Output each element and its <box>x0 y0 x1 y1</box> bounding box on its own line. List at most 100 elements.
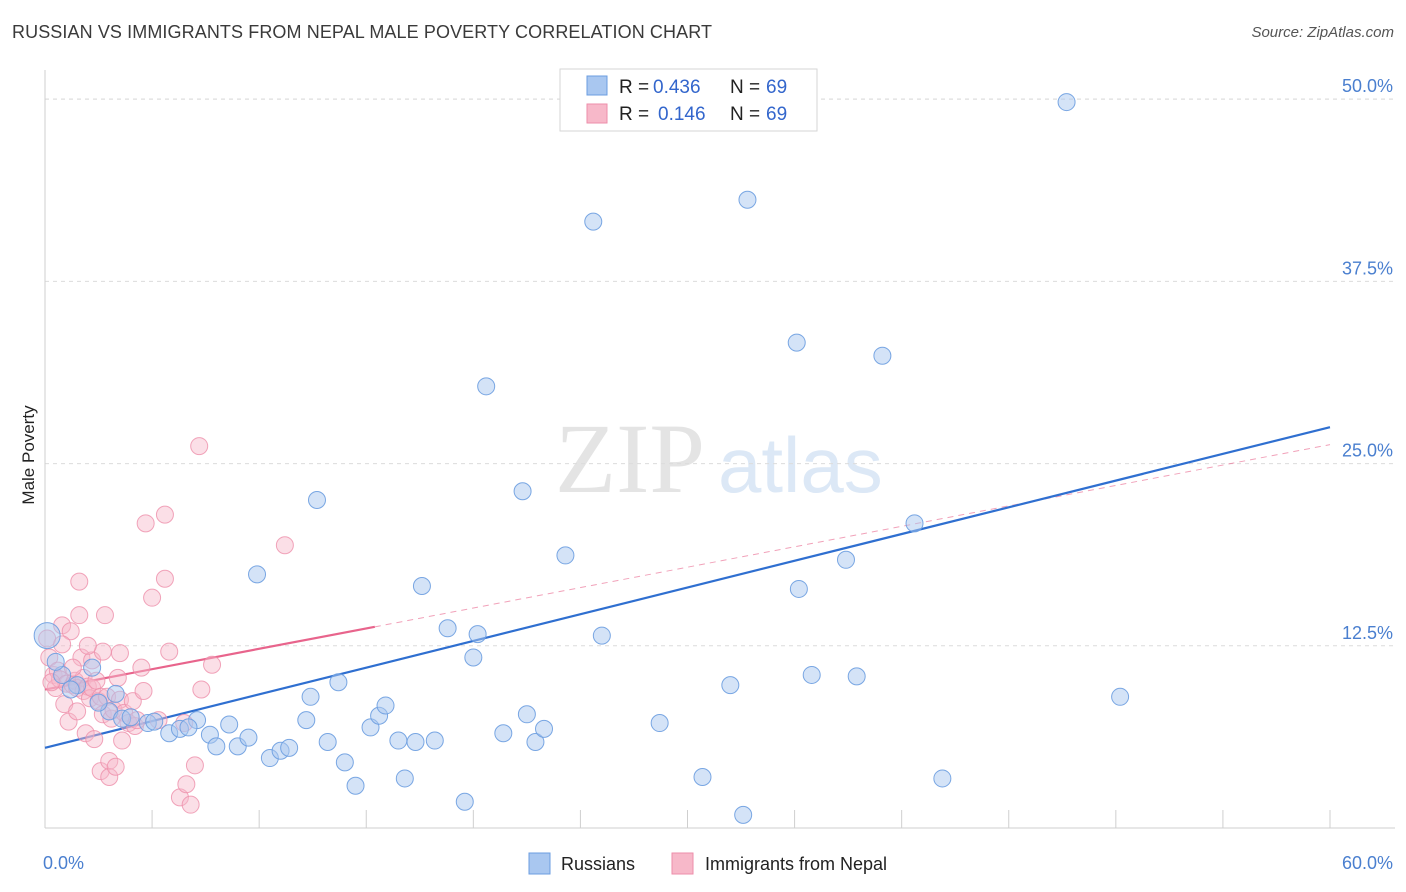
data-point-nepal <box>106 757 125 776</box>
data-point-nepal <box>108 668 127 687</box>
data-point-nepal <box>132 658 151 677</box>
data-point-russians <box>933 769 952 788</box>
data-point-russians <box>425 731 444 750</box>
trend-line-russians <box>44 426 1331 749</box>
data-point-nepal <box>181 795 200 814</box>
data-point-russians <box>412 577 431 596</box>
data-point-russians <box>873 346 892 365</box>
data-point-russians <box>179 718 198 737</box>
y-tick-label: 37.5% <box>1342 258 1393 278</box>
bottom-legend-swatch-nepal <box>671 852 694 875</box>
data-point-nepal <box>136 514 155 533</box>
data-point-nepal <box>160 642 179 661</box>
data-point-russians <box>389 731 408 750</box>
data-point-nepal <box>275 536 294 555</box>
legend-r-value-2: 0.146 <box>658 104 706 125</box>
data-point-russians <box>329 673 348 692</box>
data-point-nepal <box>192 680 211 699</box>
axes: 12.5% 25.0% 37.5% 50.0% <box>44 70 1395 829</box>
data-point-russians <box>145 712 164 731</box>
data-point-russians <box>406 732 425 751</box>
data-point-russians <box>61 680 80 699</box>
data-point-russians <box>721 676 740 695</box>
data-point-russians <box>526 732 545 751</box>
legend-r-label-2: R = <box>619 104 649 125</box>
bottom-legend-label-nepal: Immigrants from Nepal <box>705 854 887 874</box>
data-point-nepal <box>61 622 80 641</box>
data-point-russians <box>83 658 102 677</box>
data-point-nepal <box>190 437 209 456</box>
data-point-russians <box>905 514 924 533</box>
data-point-russians <box>787 333 806 352</box>
legend-r-value-1: 0.436 <box>653 77 701 98</box>
legend-box: R = 0.436 N = 69 R = 0.146 N = 69 <box>559 68 818 132</box>
data-point-russians <box>477 377 496 396</box>
data-point-russians <box>346 776 365 795</box>
series-nepal <box>38 437 294 814</box>
data-point-nepal <box>70 606 89 625</box>
y-tick-label: 50.0% <box>1342 76 1393 96</box>
x-tick-label-max: 60.0% <box>1342 853 1393 873</box>
data-point-russians <box>734 805 753 824</box>
data-point-russians <box>438 619 457 638</box>
data-point-russians <box>556 546 575 565</box>
trend-lines <box>44 426 1331 749</box>
series-russians <box>33 93 1130 824</box>
data-point-russians <box>335 753 354 772</box>
data-point-russians <box>535 719 554 738</box>
legend-swatch-nepal <box>586 103 608 124</box>
grid <box>45 98 1395 647</box>
data-point-russians <box>248 565 267 584</box>
data-point-russians <box>650 714 669 733</box>
data-point-russians <box>513 482 532 501</box>
data-point-russians <box>517 705 536 724</box>
data-point-nepal <box>93 642 112 661</box>
data-point-russians <box>280 738 299 757</box>
legend-swatch-russians <box>586 75 608 96</box>
x-tick-label-min: 0.0% <box>43 853 84 873</box>
data-point-nepal <box>177 775 196 794</box>
legend-r-label-1: R = <box>619 77 649 98</box>
y-tick-label: 25.0% <box>1342 441 1393 461</box>
data-point-russians <box>802 665 821 684</box>
data-point-russians <box>789 579 808 598</box>
data-point-russians <box>239 728 258 747</box>
data-point-russians <box>693 767 712 786</box>
data-point-nepal <box>95 606 114 625</box>
legend-n-value-1: 69 <box>766 77 787 98</box>
data-point-russians <box>89 693 108 712</box>
data-point-nepal <box>113 731 132 750</box>
source-label: Source: ZipAtlas.com <box>1251 24 1394 41</box>
data-point-russians <box>464 648 483 667</box>
data-point-nepal <box>185 756 204 775</box>
data-point-nepal <box>100 767 119 786</box>
bottom-legend-label-russians: Russians <box>561 854 635 874</box>
data-point-nepal <box>68 702 87 721</box>
legend-n-label-2: N = <box>730 104 760 125</box>
data-point-nepal <box>155 505 174 524</box>
data-point-nepal <box>155 569 174 588</box>
data-point-russians <box>121 708 140 727</box>
data-point-russians <box>220 715 239 734</box>
watermark-atlas: atlas <box>718 421 883 509</box>
data-point-russians <box>836 550 855 569</box>
bottom-legend-swatch-russians <box>528 852 551 875</box>
data-point-nepal <box>143 588 162 607</box>
data-point-russians <box>847 667 866 686</box>
data-point-nepal <box>170 788 189 807</box>
data-point-russians <box>592 626 611 645</box>
data-point-russians <box>1111 687 1130 706</box>
data-point-russians <box>1057 93 1076 112</box>
data-point-russians <box>33 622 61 650</box>
y-axis-title: Male Poverty <box>19 405 38 505</box>
data-point-russians <box>738 190 757 209</box>
chart-title: RUSSIAN VS IMMIGRANTS FROM NEPAL MALE PO… <box>12 22 713 42</box>
trend-line-nepal-extension <box>374 444 1331 628</box>
y-tick-label: 12.5% <box>1342 623 1393 643</box>
data-point-nepal <box>85 730 104 749</box>
data-point-russians <box>376 696 395 715</box>
data-point-russians <box>584 212 603 231</box>
data-point-russians <box>395 769 414 788</box>
data-point-russians <box>318 732 337 751</box>
